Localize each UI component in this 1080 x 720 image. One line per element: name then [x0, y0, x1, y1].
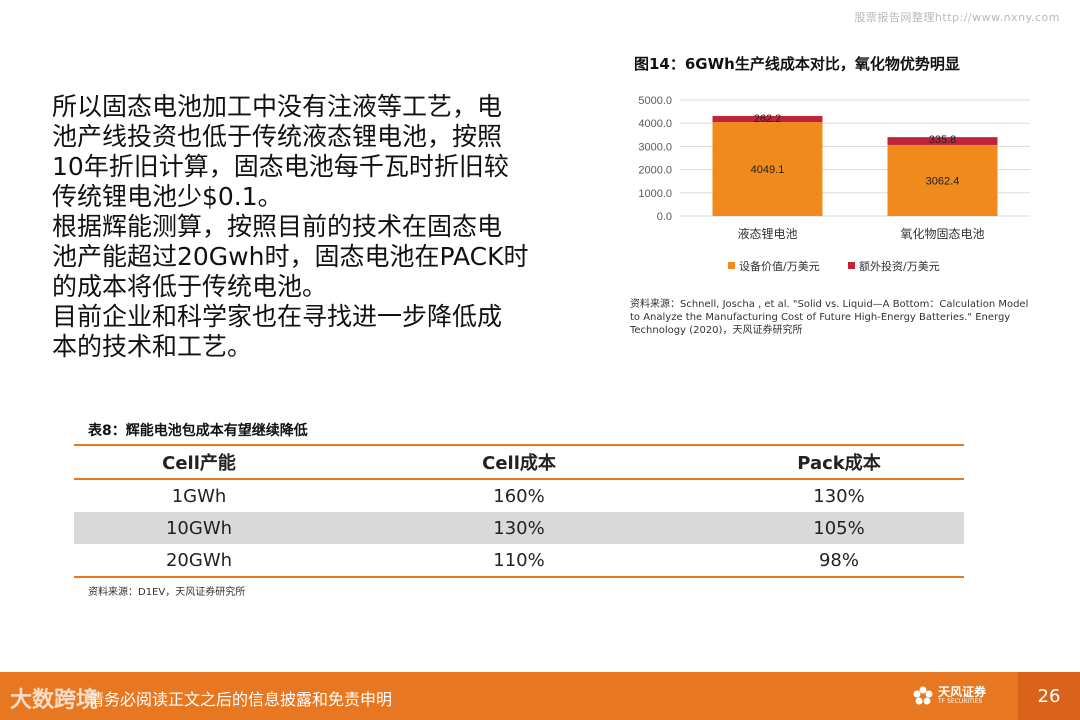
table-cell: 98% — [714, 544, 964, 578]
data-label: 4049.1 — [751, 164, 785, 176]
figure-source: 资料来源：Schnell, Joscha , et al. "Solid vs.… — [630, 299, 1029, 336]
table-title: 表8：辉能电池包成本有望继续降低 — [88, 423, 308, 439]
disclaimer-link[interactable]: 请务必阅读正文之后的信息披露和免责申明 — [88, 690, 393, 709]
paragraph-line: 所以固态电池加工中没有注液等工艺，电 — [52, 92, 503, 121]
table-row: 20GWh 110% 98% — [74, 544, 964, 578]
legend-swatch — [728, 262, 735, 269]
bar-segment — [887, 137, 998, 145]
table-cell: 20GWh — [74, 544, 324, 578]
table-header-row: Cell产能 Cell成本 Pack成本 — [74, 444, 964, 480]
table-cell: 10GWh — [74, 512, 324, 544]
logo-name: 天风证券 — [938, 685, 987, 699]
paragraph-line: 10年折旧计算，固态电池每千瓦时折旧较 — [52, 152, 509, 181]
paragraph-line: 目前企业和科学家也在寻找进一步降低成 — [52, 302, 503, 331]
data-label: 3062.4 — [926, 175, 960, 187]
bar-segment — [887, 144, 998, 216]
table-cell: 105% — [714, 512, 964, 544]
category-label: 液态锂电池 — [737, 226, 797, 241]
company-logo: 天风证券 TF SECURITIES — [912, 682, 986, 710]
category-label: 氧化物固态电池 — [900, 227, 984, 241]
y-tick-label: 3000.0 — [638, 141, 672, 153]
table-cell: 1GWh — [171, 485, 227, 507]
page-number: 26 — [1018, 672, 1080, 720]
figure-title: 图14：6GWh生产线成本对比，氧化物优势明显 — [634, 55, 960, 73]
table-row: 10GWh 130% 105% — [74, 512, 964, 544]
flower-icon — [913, 686, 933, 705]
table-source: 资料来源：D1EV，天风证券研究所 — [88, 587, 246, 598]
logo-subtitle: TF SECURITIES — [938, 698, 983, 705]
data-label: 335.8 — [929, 134, 957, 146]
cost-table: Cell产能 Cell成本 Pack成本 1GWh 160% 130% 10GW… — [74, 444, 964, 578]
table-header-cell: Cell成本 — [324, 444, 714, 480]
table-cell: 110% — [324, 544, 714, 578]
y-tick-label: 1000.0 — [638, 188, 672, 200]
table-header-cell: Cell产能 — [74, 444, 324, 480]
watermark: 股票报告网整理http://www.nxny.com — [854, 11, 1060, 24]
table-row: 1GWh 160% 130% — [74, 479, 964, 512]
body-paragraph: 所以固态电池加工中没有注液等工艺，电 池产线投资也低于传统液态锂电池，按照 10… — [52, 92, 582, 362]
legend-label: 设备价值/万美元 — [739, 259, 820, 273]
y-tick-label: 5000.0 — [638, 95, 672, 107]
bar-segment — [712, 122, 823, 216]
y-tick-label: 4000.0 — [638, 118, 672, 130]
logo-text-block: 天风证券 TF SECURITIES — [938, 686, 986, 706]
legend-swatch — [848, 262, 855, 269]
y-tick-label: 2000.0 — [638, 165, 672, 177]
table-cell: 160% — [493, 485, 545, 507]
footer-bar: 大数跨境 请务必阅读正文之后的信息披露和免责申明 天风证券 TF SECURIT… — [0, 672, 1080, 720]
table-header-cell: Pack成本 — [714, 444, 964, 480]
table-cell: 130% — [813, 485, 865, 507]
paragraph-line: 池产线投资也低于传统液态锂电池，按照 — [52, 122, 503, 151]
paragraph-line: 本的技术和工艺。 — [52, 332, 253, 361]
paragraph-line: 的成本将低于传统电池。 — [52, 272, 328, 301]
data-label: 262.2 — [754, 113, 782, 125]
y-tick-label: 0.0 — [657, 211, 672, 223]
paragraph-line: 根据辉能测算，按照目前的技术在固态电 — [52, 212, 503, 241]
paragraph-line: 池产能超过20Gwh时，固态电池在PACK时 — [52, 242, 529, 271]
footer-watermark-logo: 大数跨境 — [10, 688, 99, 713]
bar-segment — [712, 115, 823, 123]
paragraph-line: 传统锂电池少$0.1。 — [52, 182, 283, 211]
table-cell: 130% — [324, 512, 714, 544]
cost-comparison-chart: 0.0 1000.0 2000.0 3000.0 4000.0 5000.0 4049.1 2… — [638, 95, 1030, 273]
legend-label: 额外投资/万美元 — [859, 259, 940, 273]
